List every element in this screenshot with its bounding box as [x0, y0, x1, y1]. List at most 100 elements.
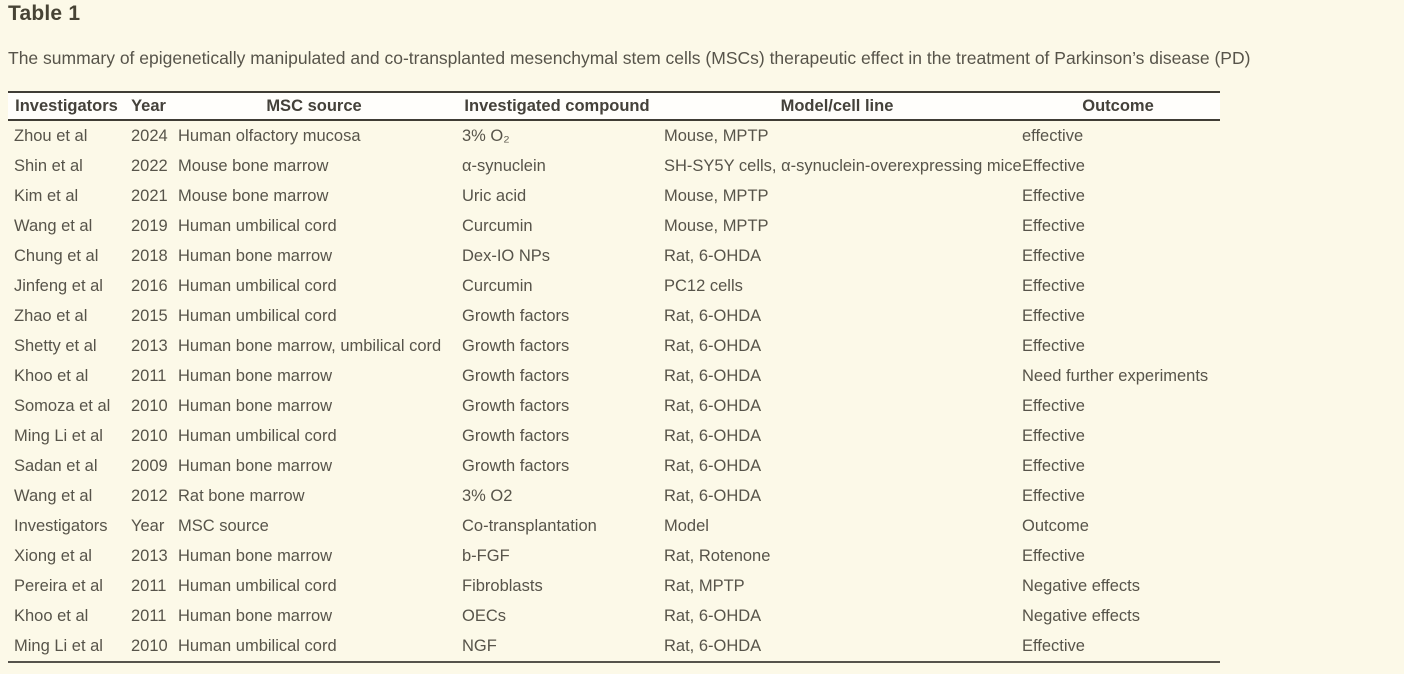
table-cell: Need further experiments [1022, 366, 1209, 385]
table-header-row: Investigators Year MSC source Investigat… [8, 91, 1220, 121]
table-caption: The summary of epigenetically manipulate… [8, 48, 1251, 68]
table-row: Shetty et al 2013 Human bone marrow, umbil… [8, 331, 1220, 361]
column-header-model-cell-line: Model/cell line [658, 91, 1016, 121]
column-header-investigated-compound: Investigated compound [456, 91, 658, 121]
table-cell: Human umbilical cord [178, 276, 337, 295]
table-cell: Ming Li et al [8, 631, 125, 663]
table-cell: Human bone marrow [178, 456, 333, 475]
table-cell: Kim et al [14, 186, 79, 205]
column-header-outcome: Outcome [1016, 91, 1220, 121]
table-cell: Human umbilical cord [178, 576, 337, 595]
table-cell: Khoo et al [14, 606, 89, 625]
table-cell: Year [131, 516, 165, 535]
table-cell: Wang et al [14, 486, 93, 505]
table-cell: Uric acid [462, 186, 527, 205]
table-cell: Zhao et al [14, 306, 88, 325]
table-cell: 3% O2 [462, 486, 513, 505]
table-cell: Ming Li et al [14, 426, 103, 445]
table-cell: Rat, Rotenone [664, 546, 771, 565]
table-cell: Effective [1022, 456, 1085, 475]
table-cell: Outcome [1022, 516, 1089, 535]
table-body: Zhou et al 2024 Human olfactory mucosa 3% O… [8, 120, 1220, 663]
table-cell: Negative effects [1022, 606, 1141, 625]
table-row: Wang et al 2019 Human umbilical cord Curcum… [8, 211, 1220, 241]
table-cell: Fibroblasts [462, 576, 543, 595]
table-cell: Mouse, MPTP [664, 216, 769, 235]
table-cell: 2024 [131, 126, 168, 145]
table-cell: Human umbilical cord [178, 426, 337, 445]
table-cell: Rat, 6-OHDA [664, 606, 762, 625]
table-cell: Jinfeng et al [14, 276, 103, 295]
table-cell: Co-transplantation [462, 516, 597, 535]
table-cell: Rat, 6-OHDA [664, 366, 762, 385]
table-row: Zhao et al 2015 Human umbilical cord Growth… [8, 301, 1220, 331]
table-cell: Human bone marrow [178, 366, 333, 385]
table-cell: 2013 [131, 336, 168, 355]
table-cell: Zhou et al [14, 126, 88, 145]
table-row: Kim et al 2021 Mouse bone marrow Uric acid M… [8, 181, 1220, 211]
table-cell: α-synuclein [462, 156, 546, 175]
table-cell: MSC source [178, 516, 269, 535]
table-row: Chung et al 2018 Human bone marrow Dex-IO N… [8, 241, 1220, 271]
table-cell: effective [1022, 126, 1084, 145]
table-cell: Effective [1022, 546, 1085, 565]
table-cell: Growth factors [462, 336, 570, 355]
msc-therapy-table: Investigators Year MSC source Investigat… [8, 91, 1220, 663]
table-row: Somoza et al 2010 Human bone marrow Growth … [8, 391, 1220, 421]
table-cell: Effective [1022, 426, 1085, 445]
table-cell: Human bone marrow [178, 606, 333, 625]
column-header-investigators: Investigators [8, 91, 125, 121]
table-cell: Growth factors [462, 396, 570, 415]
table-cell: NGF [456, 631, 658, 663]
table-cell: Sadan et al [14, 456, 98, 475]
table-cell: Mouse, MPTP [664, 126, 769, 145]
table-cell: Human umbilical cord [178, 306, 337, 325]
table-cell: Rat, 6-OHDA [664, 336, 762, 355]
table-cell: Effective [1022, 486, 1085, 505]
table-cell: 2016 [131, 276, 168, 295]
table-cell: Curcumin [462, 216, 533, 235]
table-cell: Rat bone marrow [178, 486, 305, 505]
table-cell: Growth factors [462, 306, 570, 325]
table-cell: Effective [1022, 306, 1085, 325]
table-cell: 2011 [131, 576, 167, 595]
table-row: Khoo et al 2011 Human bone marrow Growth fa… [8, 361, 1220, 391]
table-row: Pereira et al 2011 Human umbilical cord Fib… [8, 571, 1220, 601]
table-cell: Effective [1022, 336, 1085, 355]
table-cell: Curcumin [462, 276, 533, 295]
table-row: Shin et al 2022 Mouse bone marrow α-synucle… [8, 151, 1220, 181]
table-cell: Chung et al [14, 246, 99, 265]
table-row: Jinfeng et al 2016 Human umbilical cord Cur… [8, 271, 1220, 301]
table-cell: Rat, 6-OHDA [664, 486, 762, 505]
table-cell: 2019 [131, 216, 168, 235]
table-cell: 2011 [131, 606, 167, 625]
table-cell: 2010 [131, 396, 168, 415]
table-cell: Rat, 6-OHDA [664, 456, 762, 475]
table-cell: Xiong et al [14, 546, 92, 565]
table-row: Ming Li et al 2010 Human umbilical cord Gro… [8, 421, 1220, 451]
table-cell: Negative effects [1022, 576, 1141, 595]
table-cell: 2010 [131, 426, 168, 445]
table-cell: 3% O₂ [462, 126, 510, 145]
table-cell: Rat, 6-OHDA [664, 396, 762, 415]
table-cell: Dex-IO NPs [462, 246, 551, 265]
table-cell: 2013 [131, 546, 168, 565]
table-cell: Rat, 6-OHDA [664, 246, 762, 265]
table-cell: 2012 [131, 486, 168, 505]
table-row: Wang et al 2012 Rat bone marrow 3% O2 Rat, 6… [8, 481, 1220, 511]
table-cell: Human bone marrow [178, 546, 333, 565]
table-title: Table 1 [8, 2, 81, 25]
table-cell: Growth factors [462, 456, 570, 475]
table-cell: Effective [1022, 186, 1085, 205]
table-cell: Human bone marrow [178, 396, 333, 415]
table-cell: Rat, MPTP [664, 576, 745, 595]
table-row: Khoo et al 2011 Human bone marrow OECs Rat, … [8, 601, 1220, 631]
table-cell: Rat, 6-OHDA [664, 306, 762, 325]
table-cell: Wang et al [14, 216, 93, 235]
table-cell: Shetty et al [14, 336, 97, 355]
table-cell: Somoza et al [14, 396, 111, 415]
table-cell: Mouse, MPTP [664, 186, 769, 205]
table-row: Xiong et al 2013 Human bone marrow b-FGF Rat… [8, 541, 1220, 571]
table-row: Sadan et al 2009 Human bone marrow Growth f… [8, 451, 1220, 481]
